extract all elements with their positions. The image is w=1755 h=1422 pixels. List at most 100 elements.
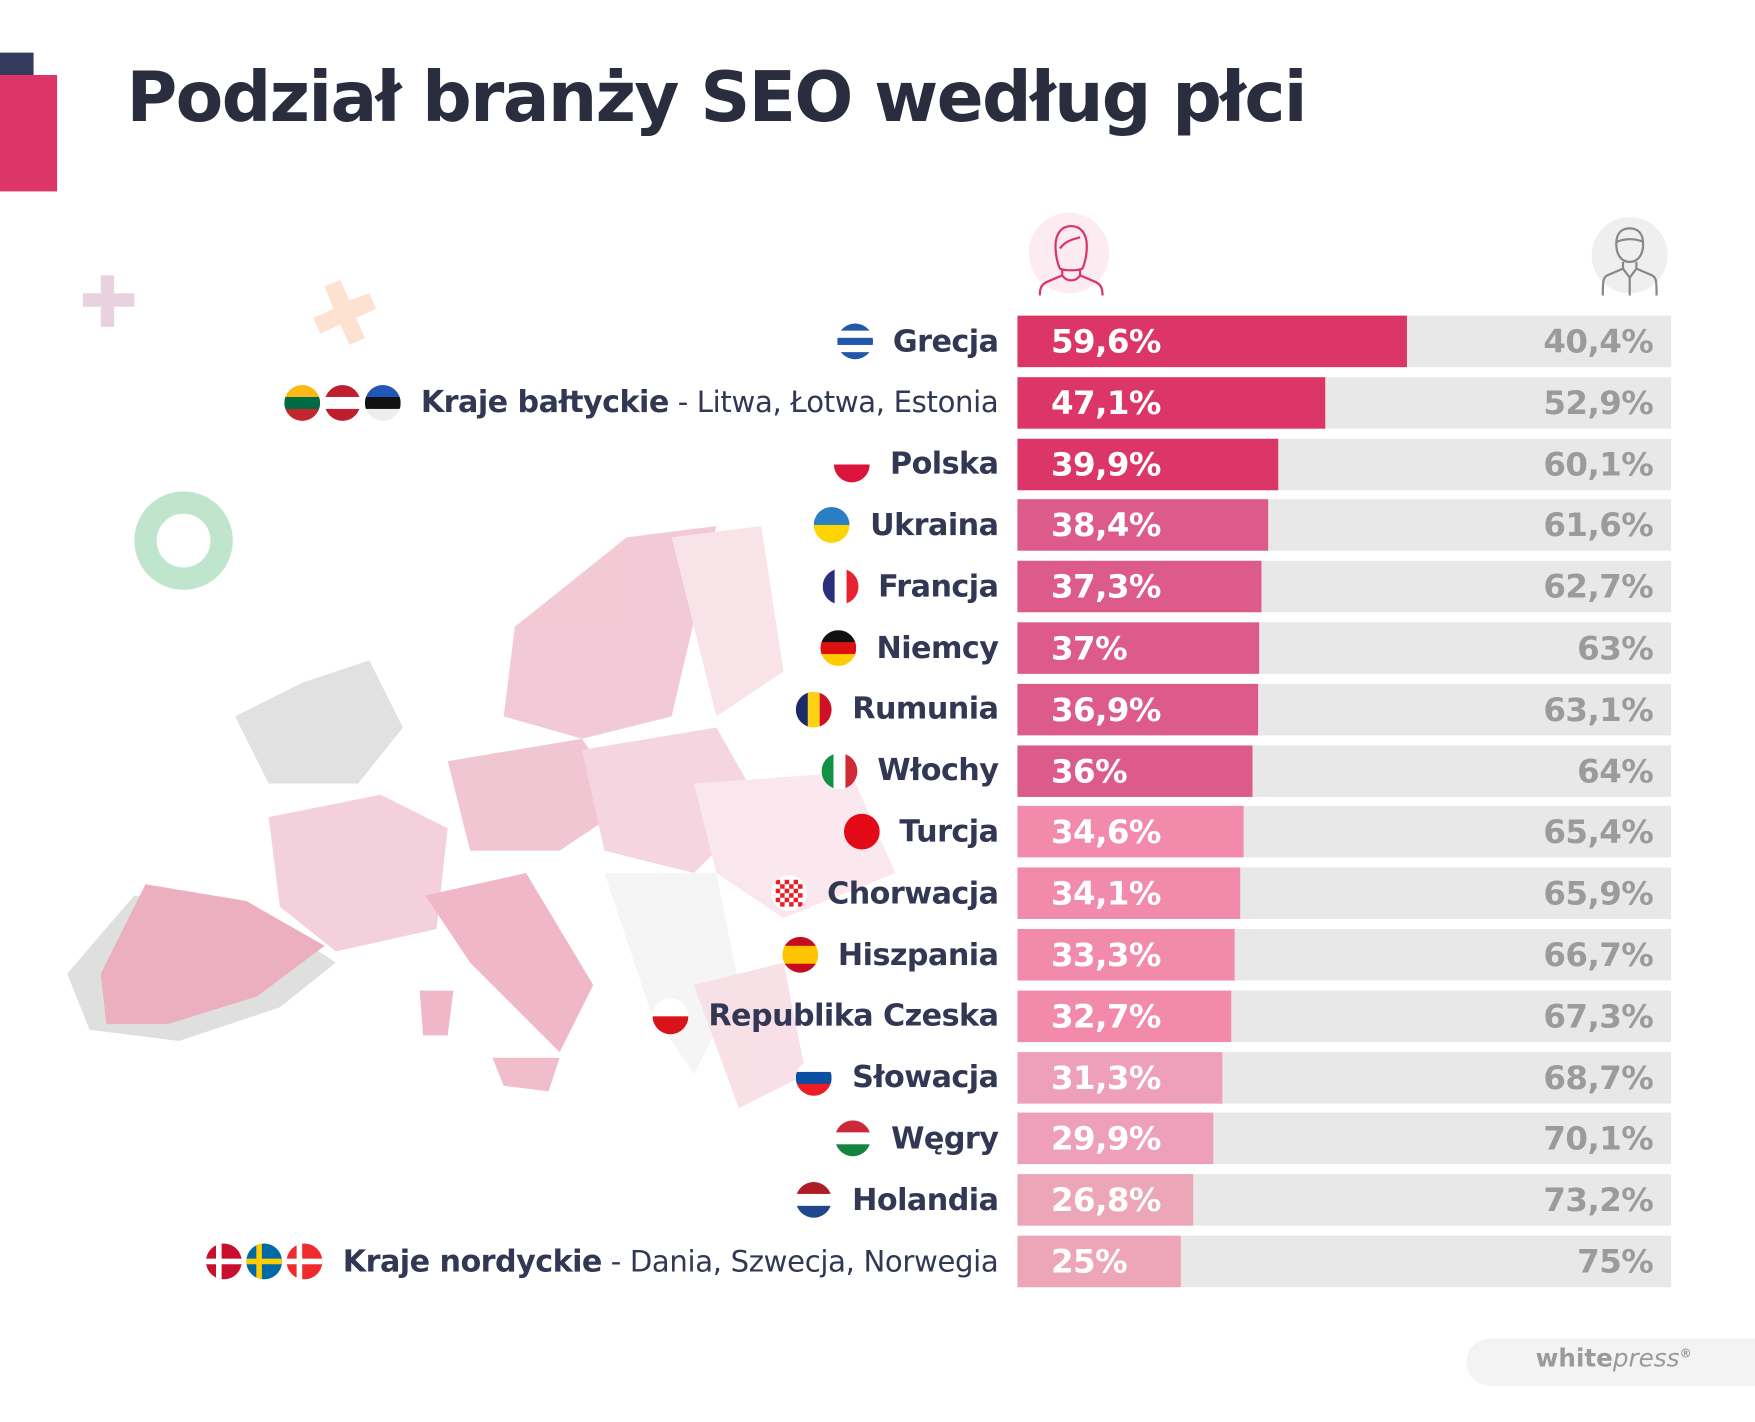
male-bar: 36% 64% <box>1017 744 1672 797</box>
country-name: Polska <box>890 446 999 482</box>
female-bar <box>1017 806 1244 858</box>
brand-logo: whitepress® <box>1466 1338 1755 1386</box>
female-bar <box>1017 499 1269 552</box>
male-bar: 59,6% 40,4% <box>1017 315 1672 368</box>
female-bar <box>1017 622 1260 674</box>
decorative-shapes <box>67 275 896 1109</box>
female-bar <box>1017 744 1253 797</box>
male-bar: 32,7% 67,3% <box>1017 990 1672 1042</box>
flags <box>796 1182 833 1219</box>
female-value-label: 31,3% <box>1051 1058 1161 1097</box>
flag-icon <box>364 384 401 421</box>
plus-shape <box>82 275 135 327</box>
row-label: Niemcy <box>820 622 999 673</box>
male-bar: 26,8% 73,2% <box>1017 1174 1672 1226</box>
row-label: Holandia <box>796 1174 999 1225</box>
flags <box>834 446 870 482</box>
row-label: Słowacja <box>796 1052 999 1103</box>
male-value-label: 65,4% <box>1543 813 1654 852</box>
row-label: Turcja <box>843 806 999 857</box>
country-name: Republika Czeska <box>708 998 999 1034</box>
flags <box>835 1120 871 1157</box>
female-value-label: 32,7% <box>1051 997 1161 1036</box>
female-value-label: 34,1% <box>1051 874 1161 913</box>
female-bar <box>1017 1174 1193 1226</box>
chart-row: Kraje bałtyckie - Litwa, Łotwa, Estonia 4… <box>0 376 1755 429</box>
female-value-label: 39,9% <box>1051 445 1161 484</box>
male-value-label: 63% <box>1577 629 1654 668</box>
flag-icon <box>820 630 857 666</box>
flags <box>781 936 818 973</box>
female-value-label: 37,3% <box>1051 567 1161 606</box>
female-bar <box>1017 315 1408 368</box>
row-label: Rumunia <box>796 684 999 735</box>
europe-map <box>67 526 896 1109</box>
flag-icon <box>843 814 880 850</box>
chart-row: Słowacja 31,3% 68,7% <box>0 1051 1755 1104</box>
male-value-label: 65,9% <box>1543 874 1654 913</box>
flags <box>821 752 858 789</box>
male-bar: 37,3% 62,7% <box>1017 560 1672 613</box>
flag-icon <box>771 875 807 912</box>
male-bar: 38,4% 61,6% <box>1017 499 1672 552</box>
corner-accent-dark <box>0 52 34 78</box>
flags <box>820 630 857 666</box>
female-value-label: 38,4% <box>1051 506 1161 545</box>
chart-row: Francja 37,3% 62,7% <box>0 560 1755 613</box>
male-bar: 34,1% 65,9% <box>1017 867 1672 920</box>
row-label: Republika Czeska <box>652 990 999 1041</box>
ring-shape <box>134 491 233 590</box>
female-value-label: 36% <box>1051 751 1128 790</box>
male-value-label: 64% <box>1577 751 1654 790</box>
female-bar <box>1017 560 1262 613</box>
chart-row: Polska 39,9% 60,1% <box>0 438 1755 490</box>
chart-row: Republika Czeska 32,7% 67,3% <box>0 990 1755 1042</box>
cross-shape <box>313 279 377 345</box>
chart-row: Hiszpania 33,3% 66,7% <box>0 929 1755 981</box>
male-bar: 34,6% 65,4% <box>1017 806 1672 858</box>
flag-icon <box>324 384 361 421</box>
flag-icon <box>814 507 850 544</box>
row-label: Węgry <box>835 1113 999 1164</box>
female-value-label: 33,3% <box>1051 935 1161 974</box>
flags <box>843 814 880 850</box>
chart-row: Kraje nordyckie - Dania, Szwecja, Norweg… <box>0 1235 1755 1288</box>
country-name: Kraje nordyckie <box>342 1244 603 1279</box>
male-value-label: 66,7% <box>1543 935 1654 974</box>
female-value-label: 59,6% <box>1051 322 1161 361</box>
country-name: Holandia <box>852 1182 999 1218</box>
row-label: Grecja <box>836 316 999 367</box>
flag-icon <box>206 1243 243 1280</box>
row-label: Kraje bałtyckie - Litwa, Łotwa, Estonia <box>284 377 999 428</box>
male-value-label: 63,1% <box>1543 690 1654 729</box>
country-name: Kraje bałtyckie <box>420 385 670 421</box>
woman-icon <box>1028 212 1110 296</box>
country-subtitle: - Dania, Szwecja, Norwegia <box>601 1245 999 1279</box>
country-name: Włochy <box>877 753 999 789</box>
male-value-label: 40,4% <box>1543 322 1654 361</box>
row-label: Chorwacja <box>771 868 999 919</box>
female-value-label: 29,9% <box>1051 1119 1161 1158</box>
female-bar <box>1017 376 1326 429</box>
flag-icon <box>286 1243 323 1280</box>
male-bar: 37% 63% <box>1017 622 1672 674</box>
flags <box>822 568 858 605</box>
country-name: Turcja <box>899 814 999 850</box>
country-subtitle: - Litwa, Łotwa, Estonia <box>668 386 999 421</box>
flag-icon <box>652 998 689 1035</box>
male-value-label: 67,3% <box>1543 997 1654 1036</box>
chart-row: Włochy 36% 64% <box>0 744 1755 797</box>
chart-row: Chorwacja 34,1% 65,9% <box>0 867 1755 920</box>
country-name: Rumunia <box>852 692 999 727</box>
female-bar <box>1017 438 1279 490</box>
female-bar <box>1017 1051 1223 1104</box>
flags <box>796 1059 833 1096</box>
chart-row: Turcja 34,6% 65,4% <box>0 806 1755 858</box>
row-label: Hiszpania <box>781 929 999 980</box>
male-bar: 31,3% 68,7% <box>1017 1051 1672 1104</box>
male-value-label: 73,2% <box>1543 1181 1654 1220</box>
brand-italic: press <box>1612 1345 1680 1374</box>
flags <box>836 323 873 360</box>
flag-icon <box>284 384 321 421</box>
